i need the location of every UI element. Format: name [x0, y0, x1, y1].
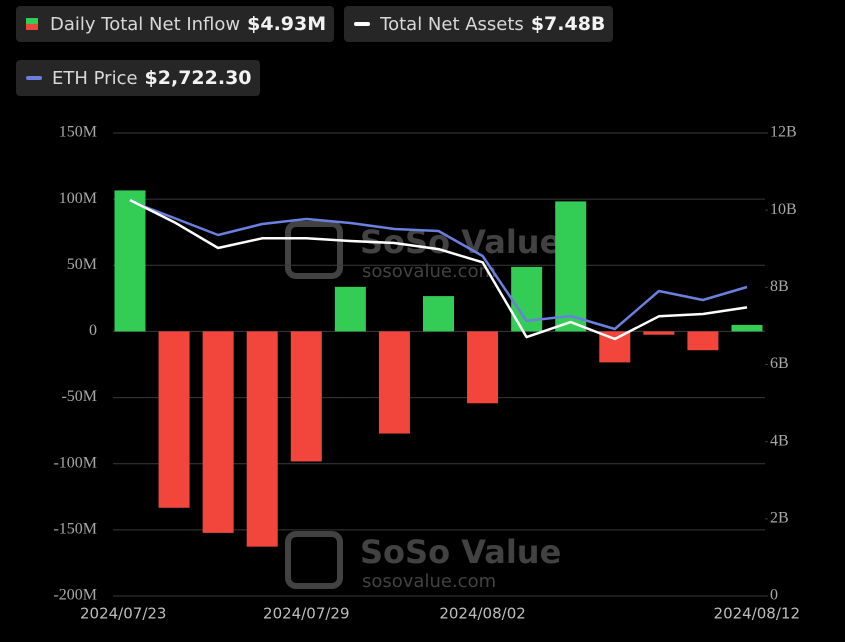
y2-tick-label: 2B [770, 510, 789, 527]
y-tick-label: 0 [89, 322, 97, 339]
x-tick-label: 2024/07/29 [263, 605, 349, 623]
bar [731, 324, 763, 332]
watermark-url: sosovalue.com [362, 261, 496, 282]
line [129, 199, 748, 331]
line [129, 198, 748, 341]
bar [687, 331, 719, 351]
legend-value: $2,722.30 [144, 67, 252, 89]
bar [334, 286, 366, 332]
bar [555, 201, 587, 332]
legend: Daily Total Net Inflow $4.93M Total Net … [16, 6, 716, 96]
legend-item[interactable]: Total Net Assets $7.48B [344, 6, 614, 42]
x-tick-label: 2024/08/12 [714, 605, 800, 623]
watermark-url: sosovalue.com [362, 571, 496, 592]
legend-value: $7.48B [530, 13, 606, 35]
watermark-logo [285, 221, 343, 279]
y2-tick-label: 10B [770, 201, 797, 218]
y2-tick-label: 8B [770, 278, 789, 295]
legend-swatch [26, 18, 38, 30]
legend-label: ETH Price [52, 67, 138, 89]
watermark-name: SoSo Value [360, 533, 561, 571]
bar [202, 331, 234, 533]
legend-label: Total Net Assets [380, 13, 524, 35]
y-tick-label: 150M [59, 124, 97, 141]
bar [114, 190, 146, 332]
bar [378, 331, 410, 434]
y2-tick-label: 4B [770, 432, 789, 449]
bar [643, 331, 675, 335]
bar [158, 331, 190, 508]
y-tick-label: -200M [53, 587, 97, 604]
y-tick-label: 100M [59, 190, 97, 207]
y2-tick-label: 6B [770, 355, 789, 372]
x-tick-label: 2024/08/02 [439, 605, 525, 623]
legend-swatch [26, 76, 42, 80]
y2-tick-label: 12B [770, 124, 797, 141]
y-tick-label: -150M [53, 521, 97, 538]
y-tick-label: -50M [61, 388, 97, 405]
x-tick-label: 2024/07/23 [80, 605, 166, 623]
bar [467, 331, 499, 404]
bar [246, 331, 278, 547]
legend-swatch [354, 22, 371, 26]
y-tick-label: -100M [53, 454, 97, 471]
legend-item[interactable]: ETH Price $2,722.30 [16, 60, 260, 96]
legend-value: $4.93M [247, 13, 327, 35]
watermark-logo [285, 531, 343, 589]
bar [290, 331, 322, 462]
bar [599, 331, 631, 363]
legend-label: Daily Total Net Inflow [50, 13, 241, 35]
y-tick-label: 50M [67, 256, 97, 273]
bar [423, 296, 454, 332]
watermark-bottom: SoSo Value sosovalue.com [285, 531, 561, 592]
y2-tick-label: 0 [770, 587, 778, 604]
legend-item[interactable]: Daily Total Net Inflow $4.93M [16, 6, 335, 42]
